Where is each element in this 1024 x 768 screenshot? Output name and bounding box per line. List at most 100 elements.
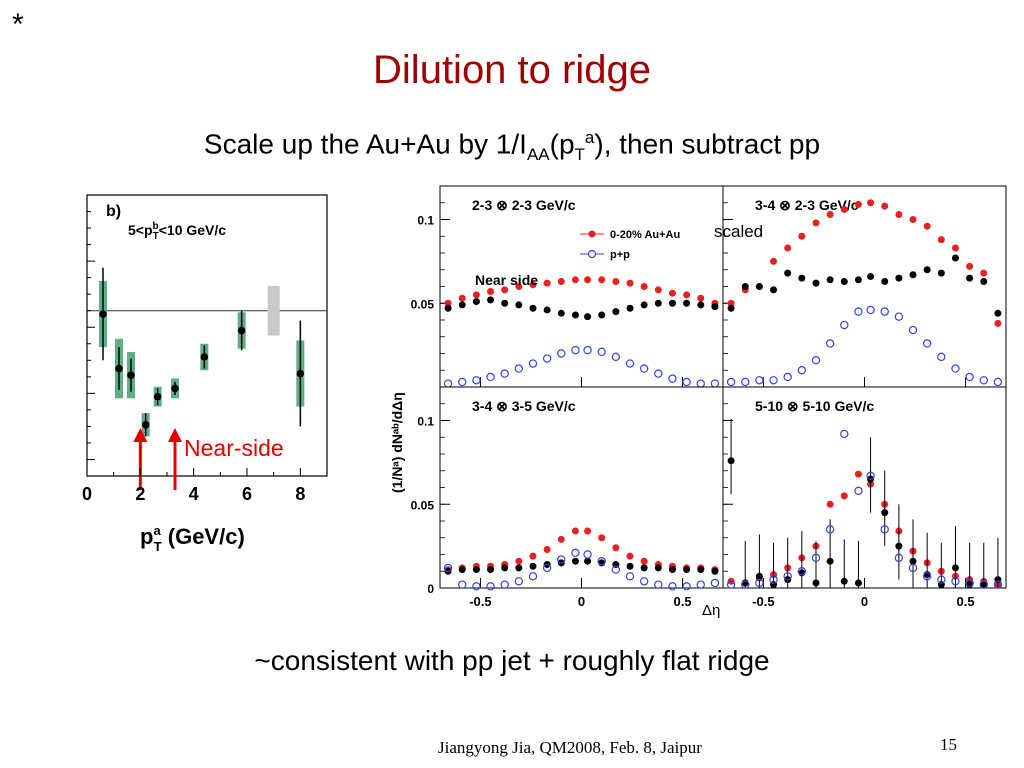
- panel-point-auau: [626, 552, 634, 560]
- iaa-data-point: [115, 364, 123, 373]
- panel-point-pp: [894, 553, 904, 563]
- panel-point-pp: [458, 377, 467, 387]
- panel-point-subtracted: [529, 562, 537, 570]
- panel-x-tick-label: 0.5: [957, 594, 975, 609]
- panel-point-pp: [979, 376, 988, 385]
- panel-point-auau: [909, 216, 917, 223]
- panel-point-pp: [514, 577, 524, 586]
- panel-point-auau: [515, 557, 523, 565]
- panel-point-subtracted: [755, 283, 763, 290]
- panel-point-pp: [542, 563, 552, 573]
- iaa-data-point: [237, 326, 246, 335]
- panel-point-subtracted: [840, 577, 848, 585]
- panel-point-subtracted: [584, 313, 592, 321]
- panel-point-pp: [797, 366, 807, 375]
- panel-point-pp: [726, 580, 736, 589]
- correlation-panel: 3-4 ⊗ 2-3 GeV/c: [722, 185, 1007, 388]
- panel-point-pp: [922, 339, 932, 348]
- panel-point-auau: [543, 279, 551, 287]
- panel-point-auau: [826, 210, 834, 218]
- panel-point-auau: [683, 291, 691, 299]
- panel-point-subtracted: [571, 311, 579, 319]
- panel-point-auau: [826, 500, 834, 508]
- iaa-data-point: [99, 310, 107, 318]
- panel-point-pp: [597, 347, 606, 357]
- panel-point-subtracted: [881, 277, 889, 285]
- panel-point-subtracted: [444, 304, 452, 312]
- panel-point-subtracted: [867, 272, 875, 280]
- panel-point-subtracted: [584, 557, 592, 565]
- panel-point-auau: [612, 544, 620, 552]
- panel-point-auau: [980, 269, 988, 277]
- panel-point-subtracted: [529, 304, 537, 312]
- panel-point-auau: [951, 244, 959, 252]
- panel-x-tick-label: 0: [861, 594, 868, 609]
- iaa-panel-label: b): [106, 203, 121, 220]
- panel-point-pp: [583, 550, 592, 559]
- slide-subtitle: Scale up the Au+Au by 1/IAA(pTa), then s…: [0, 128, 1024, 165]
- panel-point-pp: [894, 312, 904, 321]
- panel-point-subtracted: [612, 308, 620, 316]
- panel-point-pp: [458, 580, 467, 589]
- panel-point-pp: [965, 372, 974, 382]
- panel-point-pp: [797, 567, 807, 576]
- panel-point-auau: [854, 200, 862, 208]
- near-side-annotation: Near side: [475, 272, 538, 288]
- panel-point-auau: [529, 281, 537, 289]
- panel-point-pp: [696, 580, 705, 589]
- iaa-x-tick-label: 2: [135, 484, 145, 504]
- panel-y-tick-label: 0.05: [411, 297, 435, 311]
- panel-point-pp: [611, 565, 621, 574]
- panel-point-auau: [557, 277, 565, 285]
- panel-point-auau: [640, 557, 648, 565]
- panel-point-subtracted: [951, 254, 959, 262]
- panel-point-pp: [611, 352, 621, 362]
- panel-point-auau: [598, 534, 606, 542]
- panel-point-pp: [769, 575, 778, 584]
- panel-point-pp: [908, 563, 918, 573]
- correlation-x-label: Δη: [702, 602, 720, 619]
- iaa-condition: 5<pb T<10 GeV/c: [128, 221, 226, 242]
- panel-point-subtracted: [895, 542, 903, 550]
- panel-point-subtracted: [840, 277, 848, 285]
- panel-title: 5-10 ⊗ 5-10 GeV/c: [755, 398, 874, 414]
- panel-point-pp: [486, 372, 495, 382]
- panel-point-auau: [626, 279, 634, 287]
- panel-x-tick-label: 0.5: [674, 594, 692, 609]
- legend-marker-pp: [587, 249, 597, 259]
- panel-point-pp: [528, 359, 538, 368]
- panel-point-auau: [812, 219, 820, 227]
- panel-point-auau: [784, 244, 792, 252]
- panel-point-pp: [500, 580, 509, 589]
- iaa-norm-box: [267, 285, 280, 336]
- panel-point-pp: [825, 525, 835, 534]
- panel-point-subtracted: [640, 301, 648, 309]
- iaa-data-point: [153, 392, 162, 401]
- panel-point-pp: [951, 364, 960, 373]
- panel-point-subtracted: [626, 304, 634, 312]
- correlation-chart: (1/Nᵃ) dNᵃᵇ/dΔη 2-3 ⊗ 2-3 GeV/c0.050.13-…: [389, 185, 1007, 619]
- panel-point-pp: [443, 563, 453, 573]
- panel-point-auau: [515, 283, 523, 290]
- panel-point-pp: [979, 580, 988, 589]
- panel-point-pp: [937, 575, 946, 584]
- panel-point-subtracted: [727, 304, 735, 312]
- footer-text: Jiangyong Jia, QM2008, Feb. 8, Jaipur: [438, 738, 702, 757]
- panel-point-subtracted: [854, 276, 862, 284]
- iaa-x-tick-label: 4: [189, 484, 199, 504]
- panel-point-pp: [783, 572, 792, 581]
- panel-point-auau: [444, 299, 452, 307]
- panel-point-subtracted: [571, 557, 579, 565]
- panel-point-auau: [571, 276, 579, 284]
- panel-point-subtracted: [980, 277, 988, 285]
- panel-y-tick-label: 0.1: [417, 214, 434, 228]
- panel-point-subtracted: [798, 274, 806, 282]
- panel-point-auau: [458, 294, 466, 302]
- iaa-x-tick-label: 8: [295, 484, 305, 504]
- panel-point-auau: [966, 262, 974, 270]
- panel-point-pp: [783, 372, 792, 382]
- panel-point-subtracted: [487, 296, 495, 304]
- legend-label-pp: p+p: [610, 249, 630, 261]
- correlation-legend: 0-20% Au+Au p+p: [580, 229, 680, 261]
- panel-point-subtracted: [654, 564, 662, 572]
